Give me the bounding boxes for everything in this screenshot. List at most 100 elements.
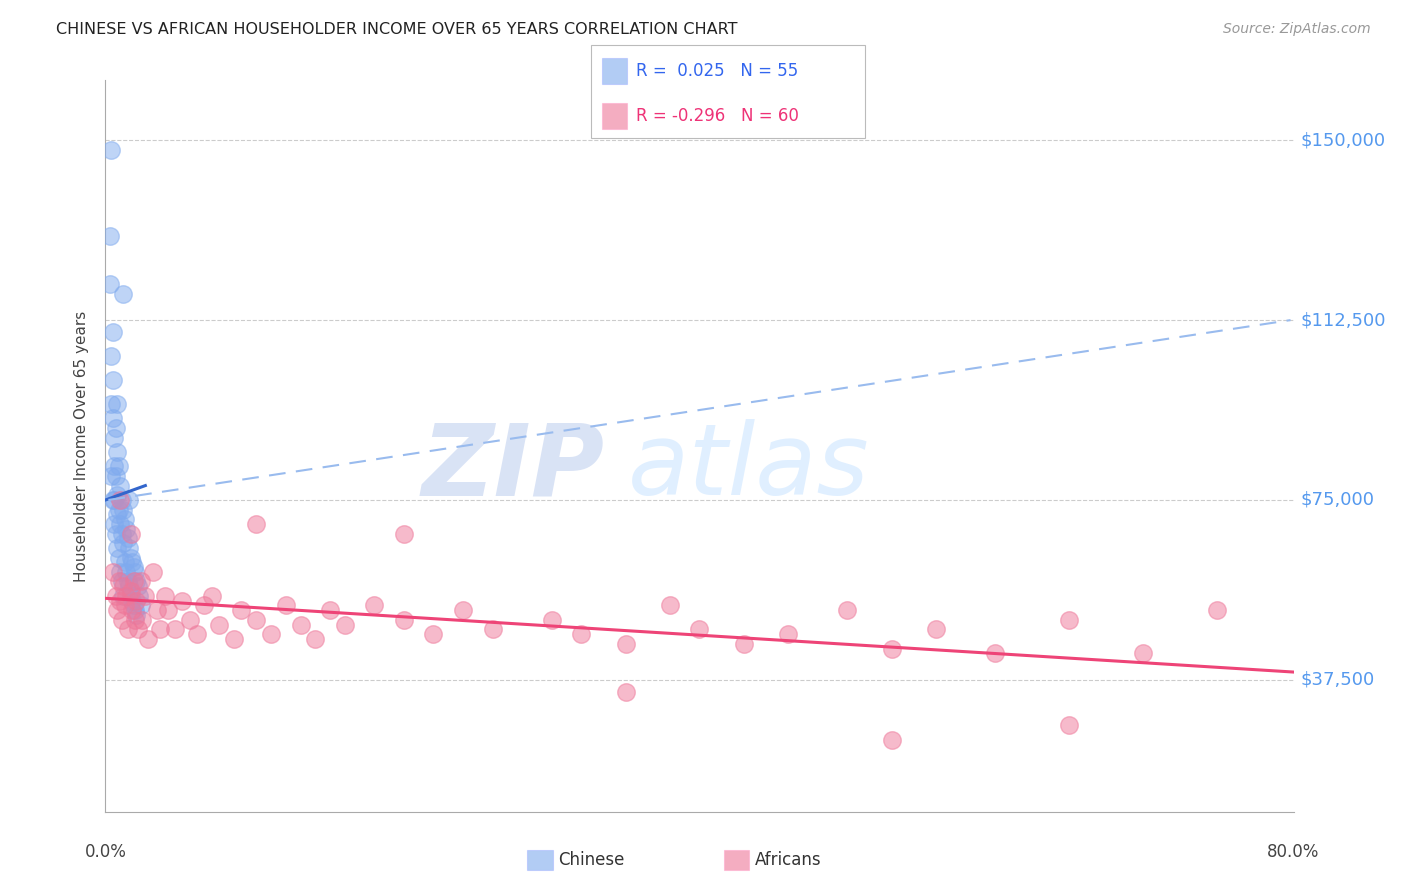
- Point: [103, 459, 125, 474]
- Point: [319, 603, 342, 617]
- Point: [153, 589, 176, 603]
- Point: [540, 613, 562, 627]
- Point: [112, 286, 135, 301]
- Point: [101, 325, 124, 339]
- Point: [222, 632, 245, 646]
- Point: [156, 603, 179, 617]
- Point: [121, 555, 143, 569]
- Text: atlas: atlas: [628, 419, 870, 516]
- Point: [274, 599, 297, 613]
- Point: [124, 613, 146, 627]
- Point: [837, 603, 859, 617]
- Text: Chinese: Chinese: [558, 851, 624, 869]
- Point: [125, 574, 148, 589]
- Point: [112, 579, 135, 593]
- Point: [98, 229, 121, 244]
- Point: [163, 623, 186, 637]
- Point: [880, 732, 903, 747]
- Point: [117, 532, 139, 546]
- Y-axis label: Householder Income Over 65 years: Householder Income Over 65 years: [75, 310, 90, 582]
- Point: [122, 560, 145, 574]
- Point: [260, 627, 283, 641]
- Point: [111, 492, 134, 507]
- Point: [120, 584, 142, 599]
- Point: [104, 526, 127, 541]
- Text: $37,500: $37,500: [1301, 671, 1375, 689]
- Point: [129, 574, 152, 589]
- Point: [125, 608, 148, 623]
- Point: [101, 565, 124, 579]
- Text: ZIP: ZIP: [422, 419, 605, 516]
- Point: [122, 599, 145, 613]
- Point: [129, 599, 152, 613]
- Point: [193, 599, 215, 613]
- Point: [186, 627, 208, 641]
- Point: [104, 421, 127, 435]
- Point: [110, 516, 132, 531]
- Point: [778, 627, 800, 641]
- Point: [104, 469, 127, 483]
- Point: [127, 623, 149, 637]
- Point: [115, 565, 138, 579]
- Point: [100, 349, 122, 363]
- Text: Source: ZipAtlas.com: Source: ZipAtlas.com: [1223, 22, 1371, 37]
- Point: [245, 516, 267, 531]
- Point: [103, 492, 125, 507]
- Point: [146, 603, 169, 617]
- Point: [101, 492, 124, 507]
- Point: [124, 565, 146, 579]
- Point: [118, 541, 141, 555]
- Point: [1205, 603, 1227, 617]
- Point: [392, 526, 415, 541]
- Point: [115, 522, 138, 536]
- Point: [422, 627, 444, 641]
- Point: [105, 541, 128, 555]
- Point: [134, 589, 156, 603]
- Point: [179, 613, 201, 627]
- Point: [112, 502, 135, 516]
- Point: [115, 589, 138, 603]
- Point: [112, 589, 135, 603]
- Point: [120, 550, 142, 565]
- Point: [733, 637, 755, 651]
- Point: [117, 574, 139, 589]
- Point: [688, 623, 710, 637]
- Point: [110, 492, 132, 507]
- Point: [100, 469, 122, 483]
- Point: [101, 373, 124, 387]
- Point: [481, 623, 503, 637]
- Point: [112, 536, 135, 550]
- Point: [290, 617, 312, 632]
- Point: [114, 599, 136, 613]
- Point: [107, 550, 129, 565]
- Point: [569, 627, 592, 641]
- Point: [107, 502, 129, 516]
- Text: Africans: Africans: [755, 851, 821, 869]
- Point: [107, 459, 129, 474]
- Point: [172, 593, 194, 607]
- Point: [121, 593, 143, 607]
- Point: [114, 512, 136, 526]
- Point: [111, 574, 134, 589]
- Point: [451, 603, 474, 617]
- Text: R = -0.296   N = 60: R = -0.296 N = 60: [636, 107, 799, 125]
- Point: [1057, 613, 1080, 627]
- Point: [121, 603, 143, 617]
- Point: [124, 603, 146, 617]
- Point: [103, 431, 125, 445]
- Point: [105, 603, 128, 617]
- Point: [136, 632, 159, 646]
- Point: [1057, 718, 1080, 732]
- Point: [1132, 647, 1154, 661]
- Point: [105, 445, 128, 459]
- Point: [363, 599, 385, 613]
- Text: CHINESE VS AFRICAN HOUSEHOLDER INCOME OVER 65 YEARS CORRELATION CHART: CHINESE VS AFRICAN HOUSEHOLDER INCOME OV…: [56, 22, 738, 37]
- Point: [100, 397, 122, 411]
- Point: [925, 623, 948, 637]
- Point: [107, 574, 129, 589]
- Point: [125, 593, 148, 607]
- Point: [104, 589, 127, 603]
- Text: $112,500: $112,500: [1301, 311, 1386, 329]
- Point: [245, 613, 267, 627]
- Point: [614, 637, 637, 651]
